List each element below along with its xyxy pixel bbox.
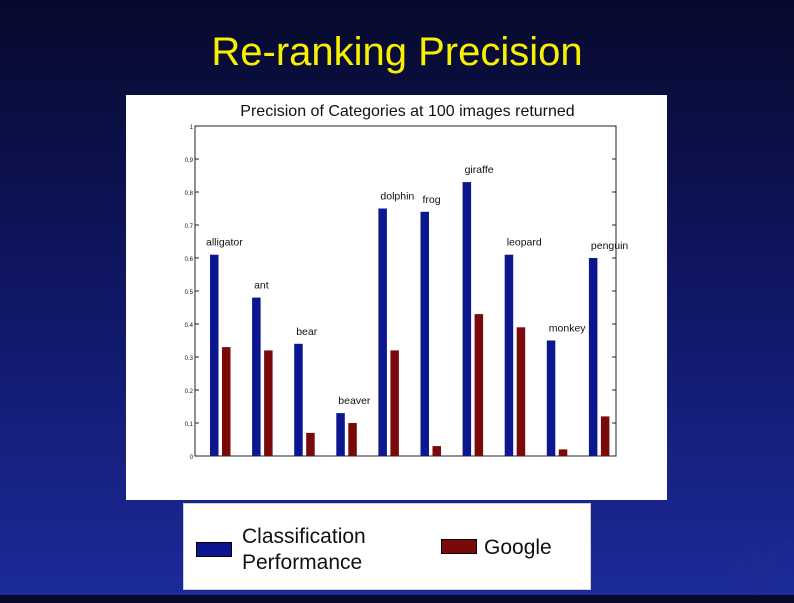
bar-google [516, 327, 526, 456]
bar-google [264, 350, 273, 456]
legend-swatch-classification [196, 542, 232, 557]
bar-google [474, 314, 484, 456]
legend-label-classification: Classification Performance [242, 524, 366, 576]
legend-label-google: Google [484, 536, 552, 559]
category-label: ant [254, 280, 269, 292]
bar-google [222, 347, 231, 456]
y-tick-label: 0.2 [185, 389, 194, 395]
bar-chart: Precision of Categories at 100 images re… [185, 103, 629, 461]
y-tick-label: 0.5 [185, 290, 194, 296]
category-label: dolphin [380, 191, 414, 203]
category-label: leopard [507, 237, 542, 249]
legend-swatch-google [441, 539, 477, 554]
y-tick-label: 0.7 [185, 224, 194, 230]
bar-classification [336, 413, 345, 456]
y-tick-label: 0.6 [185, 257, 194, 263]
chart-title: Precision of Categories at 100 images re… [240, 103, 574, 120]
bar-classification [210, 254, 219, 456]
chart-panel: Precision of Categories at 100 images re… [126, 95, 667, 500]
bar-google [600, 416, 610, 456]
bar-classification [252, 297, 261, 456]
bar-classification [378, 208, 387, 456]
category-label: alligator [206, 237, 243, 249]
y-tick-label: 0.4 [185, 323, 194, 329]
bar-classification [546, 340, 556, 456]
bar-classification [504, 254, 514, 456]
ucb-vision-watermark: UCB Computer Vision [718, 529, 794, 602]
bar-classification [462, 182, 472, 456]
category-label: beaver [338, 395, 371, 407]
y-tick-label: 1 [190, 125, 194, 131]
slide-title: Re-ranking Precision [211, 30, 583, 74]
bar-google [348, 423, 357, 456]
bar-google [306, 432, 315, 456]
y-tick-label: 0 [190, 455, 194, 461]
category-label: frog [423, 194, 441, 206]
bar-google [432, 446, 441, 456]
legend-label-classification-line1: Classification [242, 525, 366, 548]
legend-label-classification-line2: Performance [242, 551, 363, 574]
category-label: monkey [549, 323, 587, 335]
bar-google [558, 449, 568, 456]
category-label: penguin [591, 240, 629, 252]
y-tick-label: 0.9 [185, 158, 194, 164]
y-tick-label: 0.3 [185, 356, 194, 362]
y-tick-label: 0.8 [185, 191, 194, 197]
bar-classification [420, 211, 429, 456]
bar-classification [588, 258, 598, 456]
bar-classification [294, 343, 303, 456]
y-tick-label: 0.1 [185, 422, 194, 428]
bar-google [390, 350, 399, 456]
legend: Classification Performance Google [183, 503, 591, 590]
category-label: giraffe [465, 164, 494, 176]
category-label: bear [296, 326, 318, 338]
